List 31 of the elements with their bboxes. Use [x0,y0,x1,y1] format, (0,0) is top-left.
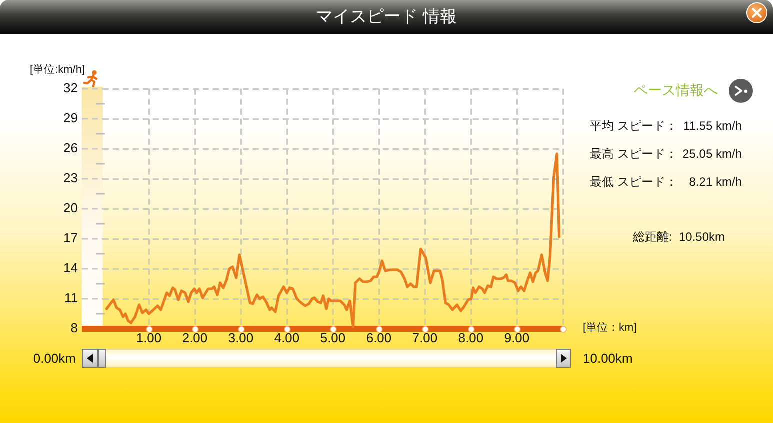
text: 11.55 km/h [684,119,742,134]
text: ペース情報へ [634,82,718,98]
text: 10.50km [679,230,726,245]
text: 10.00km [583,351,633,366]
y-tick-label: 17 [64,230,78,246]
x-tick-label: 3.00 [228,330,254,346]
text: 0.00km [33,351,76,366]
x-tick-label: 6.00 [366,330,392,346]
x-tick-label: 7.00 [412,330,438,346]
y-tick-label: 26 [64,140,78,156]
y-tick-label: 32 [64,80,78,96]
x-tick-label: 8.00 [458,330,484,346]
text: 平均 スピード： [590,119,678,134]
x-tick-label: 4.00 [274,330,300,346]
y-tick-label: 11 [64,290,78,306]
x-tick-label: 1.00 [136,330,162,346]
text: 8.21 km/h [689,175,742,190]
y-tick-label: 14 [64,260,78,276]
x-tick-label: 5.00 [320,330,346,346]
y-tick-label: 23 [64,170,78,186]
text: 25.05 km/h [682,147,742,162]
y-tick-label: 8 [70,320,78,336]
y-axis-title: [単位:km/h] [30,63,86,78]
x-tick-label: 9.00 [504,330,530,346]
text: 総距離: [633,230,672,245]
y-tick-label: 20 [64,200,78,216]
y-tick-label: 29 [64,110,78,126]
x-axis-title: [単位：km] [583,321,637,336]
text: 最高 スピード： [590,147,678,162]
text: 最低 スピード： [590,175,678,190]
x-tick-label: 2.00 [182,330,208,346]
